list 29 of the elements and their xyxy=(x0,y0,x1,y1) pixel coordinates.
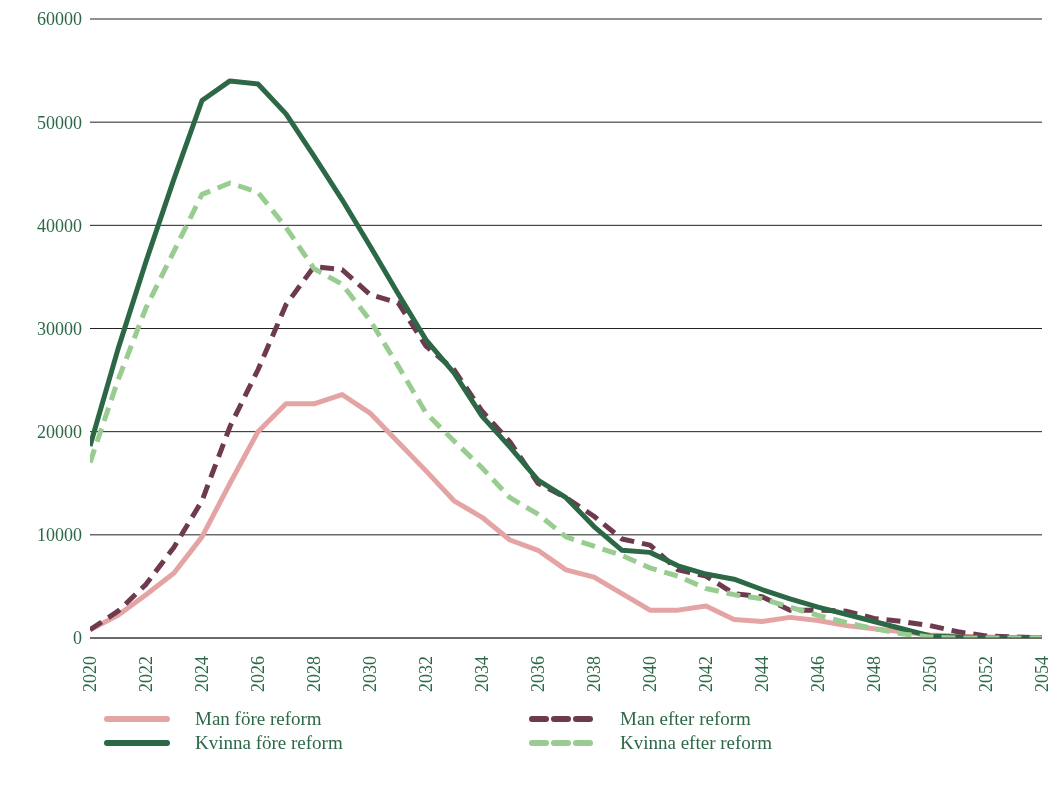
legend-label: Kvinna före reform xyxy=(195,732,343,754)
legend-label: Man efter reform xyxy=(620,708,751,730)
x-tick-label: 2054 xyxy=(1032,656,1052,692)
legend-label: Man före reform xyxy=(195,708,322,730)
x-tick-label: 2040 xyxy=(640,656,660,692)
x-tick-label: 2028 xyxy=(304,656,324,692)
x-tick-label: 2048 xyxy=(864,656,884,692)
x-tick-label: 2044 xyxy=(752,656,772,692)
x-tick-label: 2038 xyxy=(584,656,604,692)
legend-label: Kvinna efter reform xyxy=(620,732,772,754)
x-tick-label: 2030 xyxy=(360,656,380,692)
x-tick-label: 2050 xyxy=(920,656,940,692)
x-tick-label: 2036 xyxy=(528,656,548,692)
x-tick-label: 2052 xyxy=(976,656,996,692)
x-tick-label: 2046 xyxy=(808,656,828,692)
y-tick-label: 30000 xyxy=(37,318,82,339)
y-tick-label: 60000 xyxy=(37,9,82,30)
x-tick-label: 2022 xyxy=(136,656,156,692)
x-tick-label: 2032 xyxy=(416,656,436,692)
x-tick-label: 2034 xyxy=(472,656,492,692)
y-tick-label: 50000 xyxy=(37,112,82,133)
x-tick-label: 2026 xyxy=(248,656,268,692)
y-tick-label: 0 xyxy=(73,628,82,649)
x-tick-label: 2020 xyxy=(80,656,100,692)
x-tick-label: 2024 xyxy=(192,656,212,692)
y-tick-label: 20000 xyxy=(37,422,82,443)
y-tick-label: 10000 xyxy=(37,525,82,546)
y-tick-label: 40000 xyxy=(37,215,82,236)
x-tick-label: 2042 xyxy=(696,656,716,692)
